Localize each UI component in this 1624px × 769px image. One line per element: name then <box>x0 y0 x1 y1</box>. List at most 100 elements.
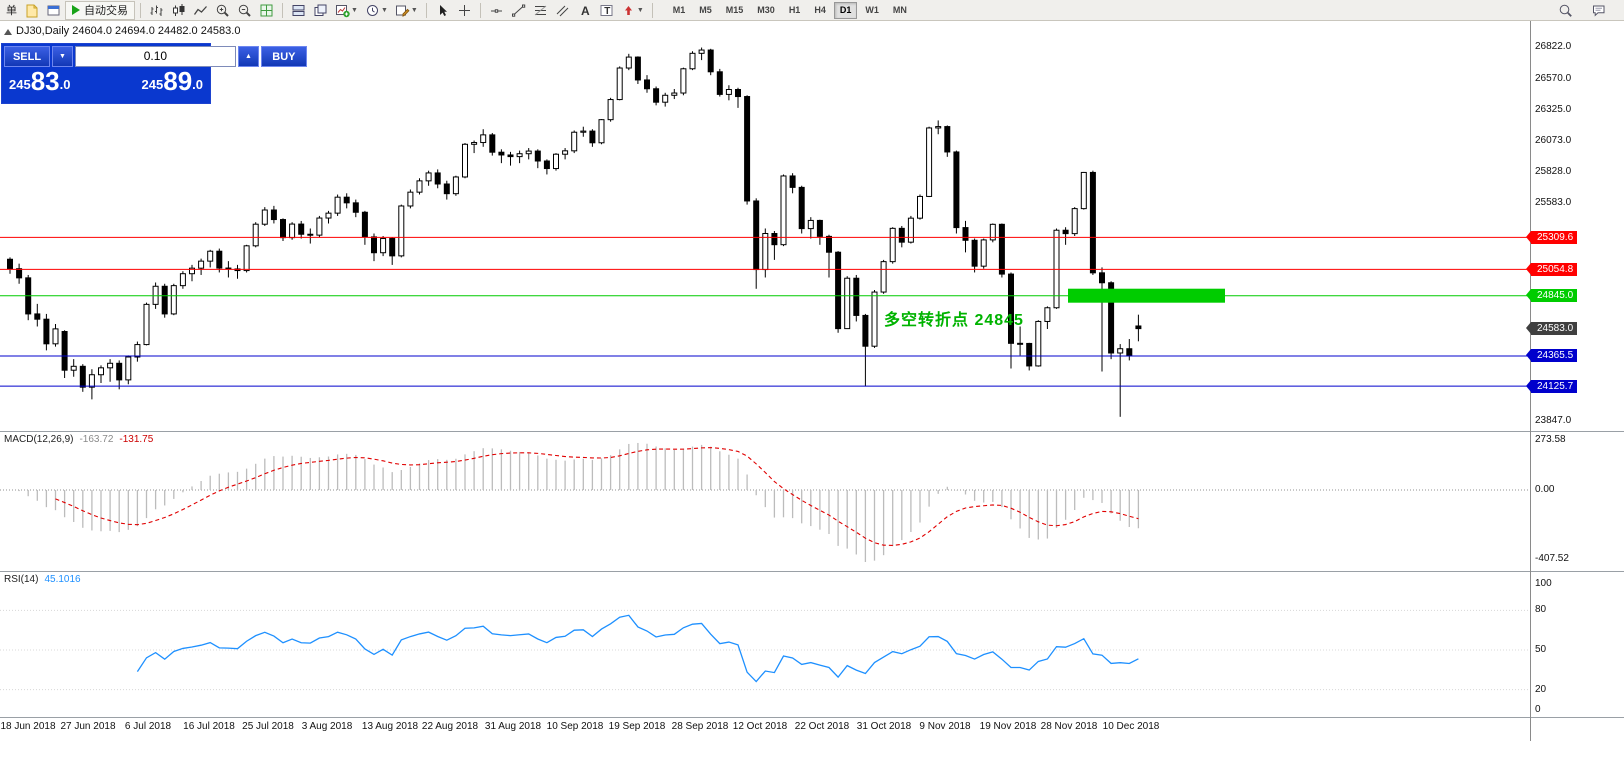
fibonacci-button[interactable] <box>530 1 551 20</box>
date-axis-label: 10 Dec 2018 <box>1102 721 1160 732</box>
periods-button[interactable]: ▼ <box>362 1 391 20</box>
horizontal-line-icon <box>490 8 502 13</box>
text-label-button[interactable]: T <box>596 1 617 20</box>
cursor-button[interactable] <box>432 1 453 20</box>
date-axis-label: 9 Nov 2018 <box>919 721 971 732</box>
zoom-out-button[interactable] <box>234 1 255 20</box>
trendline-button[interactable] <box>508 1 529 20</box>
price-tag[interactable]: 24365.5 <box>1525 349 1578 363</box>
rsi-panel-surface[interactable] <box>0 572 1530 717</box>
date-axis-label: 25 Jul 2018 <box>242 721 294 732</box>
date-axis-label: 27 Jun 2018 <box>60 721 116 732</box>
tile-windows-button[interactable] <box>288 1 309 20</box>
highlight-rectangle[interactable] <box>1068 288 1225 303</box>
chart-bars-button[interactable] <box>146 1 167 20</box>
date-axis-label: 18 Jun 2018 <box>0 721 56 732</box>
macd-histogram <box>18 442 1140 562</box>
toolbar-separator <box>282 2 283 18</box>
new-order-button[interactable] <box>21 1 42 20</box>
buy-price: 245 89.0 <box>142 68 203 94</box>
templates-button[interactable]: ▼ <box>392 1 421 20</box>
price-axis-label: 25828.0 <box>1535 166 1572 178</box>
chevron-down-icon: ▼ <box>636 6 644 14</box>
window-icon <box>47 5 60 15</box>
sell-price-prefix: 245 <box>9 77 31 92</box>
timeframe-button-m15[interactable]: M15 <box>720 2 750 19</box>
panel-separator[interactable] <box>0 571 1624 572</box>
new-chart-icon <box>336 4 350 17</box>
sell-price-suffix: .0 <box>59 77 71 92</box>
chevron-down-icon: ▼ <box>410 6 418 14</box>
cascade-windows-button[interactable] <box>310 1 331 20</box>
volume-input[interactable] <box>74 46 236 67</box>
template-icon <box>395 5 410 17</box>
oneclick-collapse-arrow[interactable] <box>4 29 12 35</box>
toolbar-separator <box>140 2 141 18</box>
new-order-icon <box>26 4 38 17</box>
rsi-axis-label: 80 <box>1535 604 1547 616</box>
timeframe-button-m30[interactable]: M30 <box>751 2 781 19</box>
search-button[interactable] <box>1555 1 1576 20</box>
macd-label: MACD(12,26,9) -163.72 -131.75 <box>4 434 153 445</box>
macd-name: MACD(12,26,9) <box>4 434 74 445</box>
timeframe-button-h4[interactable]: H4 <box>808 2 832 19</box>
candles-chart-icon <box>173 3 185 16</box>
autotrading-button[interactable]: 自动交易 <box>65 0 135 20</box>
timeframe-button-w1[interactable]: W1 <box>859 2 885 19</box>
trendline-icon <box>511 4 526 17</box>
price-tag[interactable]: 24845.0 <box>1525 289 1578 303</box>
main-chart-surface[interactable] <box>0 20 1530 431</box>
sell-button[interactable]: SELL <box>4 46 50 67</box>
rsi-axis-label: 0 <box>1535 704 1541 715</box>
rsi-name: RSI(14) <box>4 574 39 585</box>
text-icon: A <box>581 4 590 18</box>
date-axis-label: 19 Sep 2018 <box>608 721 666 732</box>
price-tag[interactable]: 24583.0 <box>1525 322 1578 336</box>
price-tag[interactable]: 25054.8 <box>1525 262 1578 276</box>
arrows-button[interactable]: ▼ <box>618 1 647 20</box>
volume-up-button[interactable]: ▲ <box>237 46 259 67</box>
chevron-down-icon: ▼ <box>380 6 388 14</box>
price-tag[interactable]: 24125.7 <box>1525 379 1578 393</box>
grid-icon <box>260 4 273 16</box>
zoom-in-button[interactable] <box>212 1 233 20</box>
new-chart-button[interactable]: ▼ <box>332 1 361 20</box>
timeframe-button-mn[interactable]: MN <box>887 2 913 19</box>
line-chart-icon <box>193 5 207 15</box>
chart-line-button[interactable] <box>190 1 211 20</box>
chart-annotation-text[interactable]: 多空转折点 24845 <box>884 312 1024 329</box>
arrow-icon <box>624 5 632 15</box>
zoom-in-icon <box>216 4 229 17</box>
price-tag[interactable]: 25309.6 <box>1525 230 1578 244</box>
clock-icon <box>366 4 378 16</box>
buy-price-prefix: 245 <box>141 77 164 92</box>
macd-panel-surface[interactable] <box>0 432 1530 571</box>
buy-button[interactable]: BUY <box>260 46 307 67</box>
date-axis-label: 6 Jul 2018 <box>124 721 172 732</box>
text-button[interactable]: A <box>574 1 595 20</box>
buy-price-big: 89 <box>163 66 193 96</box>
timeframe-button-m5[interactable]: M5 <box>693 2 718 19</box>
chart-candles-button[interactable] <box>168 1 189 20</box>
rsi-axis-label: 50 <box>1535 644 1547 655</box>
rsi-value: 45.1016 <box>44 574 81 585</box>
timeframe-button-m1[interactable]: M1 <box>667 2 692 19</box>
chart-ohlc-header: DJ30,Daily 24604.0 24694.0 24482.0 24583… <box>16 25 241 37</box>
date-axis-label: 16 Jul 2018 <box>183 721 235 732</box>
date-axis-separator <box>0 717 1624 718</box>
timeframe-group: M1 M5 M15 M30 H1 H4 D1 W1 MN <box>666 1 914 19</box>
channel-button[interactable] <box>552 1 573 20</box>
menu-remnant[interactable]: 单 <box>6 5 17 17</box>
chat-button[interactable] <box>1588 1 1609 20</box>
volume-down-button[interactable]: ▼ <box>52 46 73 67</box>
horizontal-line-button[interactable] <box>486 1 507 20</box>
timeframe-button-h1[interactable]: H1 <box>783 2 807 19</box>
level-lines[interactable] <box>0 236 1530 387</box>
bars-chart-icon <box>150 5 163 16</box>
panel-separator[interactable] <box>0 431 1624 432</box>
timeframe-button-d1[interactable]: D1 <box>833 1 858 19</box>
auto-arrange-button[interactable] <box>256 1 277 20</box>
autotrading-play-icon <box>72 5 80 15</box>
crosshair-button[interactable] <box>454 1 475 20</box>
market-watch-button[interactable] <box>43 1 64 20</box>
